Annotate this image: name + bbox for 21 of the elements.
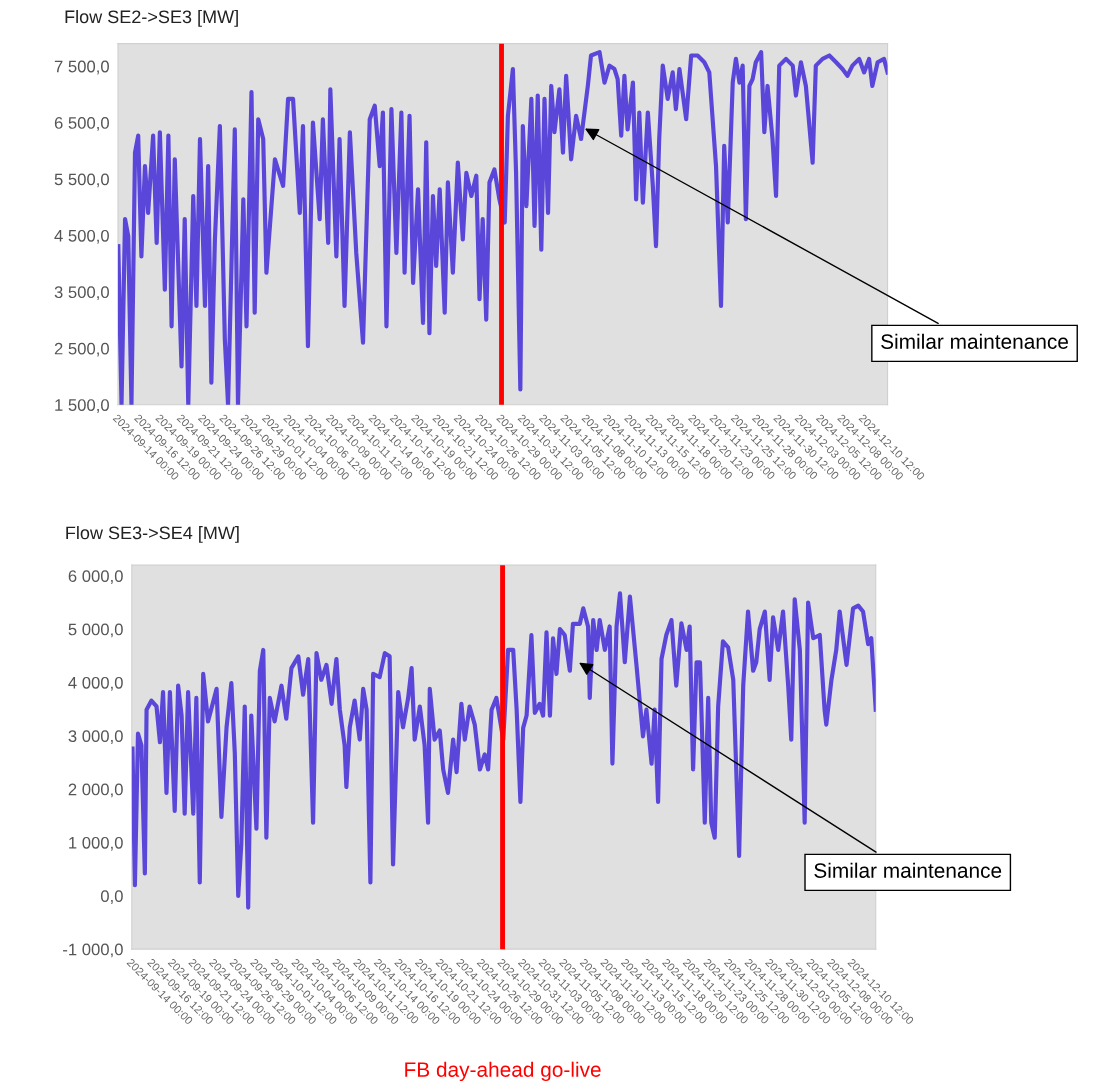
y-tick-label: 1 500,0 bbox=[55, 399, 109, 413]
y-tick-label: 0,0 bbox=[100, 890, 123, 904]
y-tick-label: 4 000,0 bbox=[68, 676, 123, 691]
chart-title: Flow SE3->SE4 [MW] bbox=[66, 526, 239, 543]
ref-line-label: FB day-ahead go-live bbox=[405, 1061, 601, 1082]
y-tick-label: 6 500,0 bbox=[54, 117, 109, 131]
chart-title: Flow SE2->SE3 [MW] bbox=[65, 9, 238, 27]
y-tick-label: 2 000,0 bbox=[68, 783, 123, 798]
y-tick-label: 6 000,0 bbox=[68, 570, 123, 584]
y-tick-label: -1 000,0 bbox=[63, 943, 123, 958]
y-tick-label: 3 500,0 bbox=[54, 286, 109, 301]
y-tick-label: 4 500,0 bbox=[54, 229, 109, 244]
annotation: Similar maintenance bbox=[814, 862, 1002, 878]
annotation: Similar maintenance bbox=[881, 333, 1068, 349]
y-tick-label: 3 000,0 bbox=[68, 730, 123, 744]
y-tick-label: 7 500,0 bbox=[54, 60, 109, 75]
y-tick-label: 2 500,0 bbox=[54, 342, 109, 357]
y-tick-label: 5 500,0 bbox=[54, 173, 109, 188]
line-series bbox=[131, 591, 876, 910]
y-tick-label: 5 000,0 bbox=[68, 623, 123, 638]
y-tick-label: 1 000,0 bbox=[69, 836, 123, 851]
